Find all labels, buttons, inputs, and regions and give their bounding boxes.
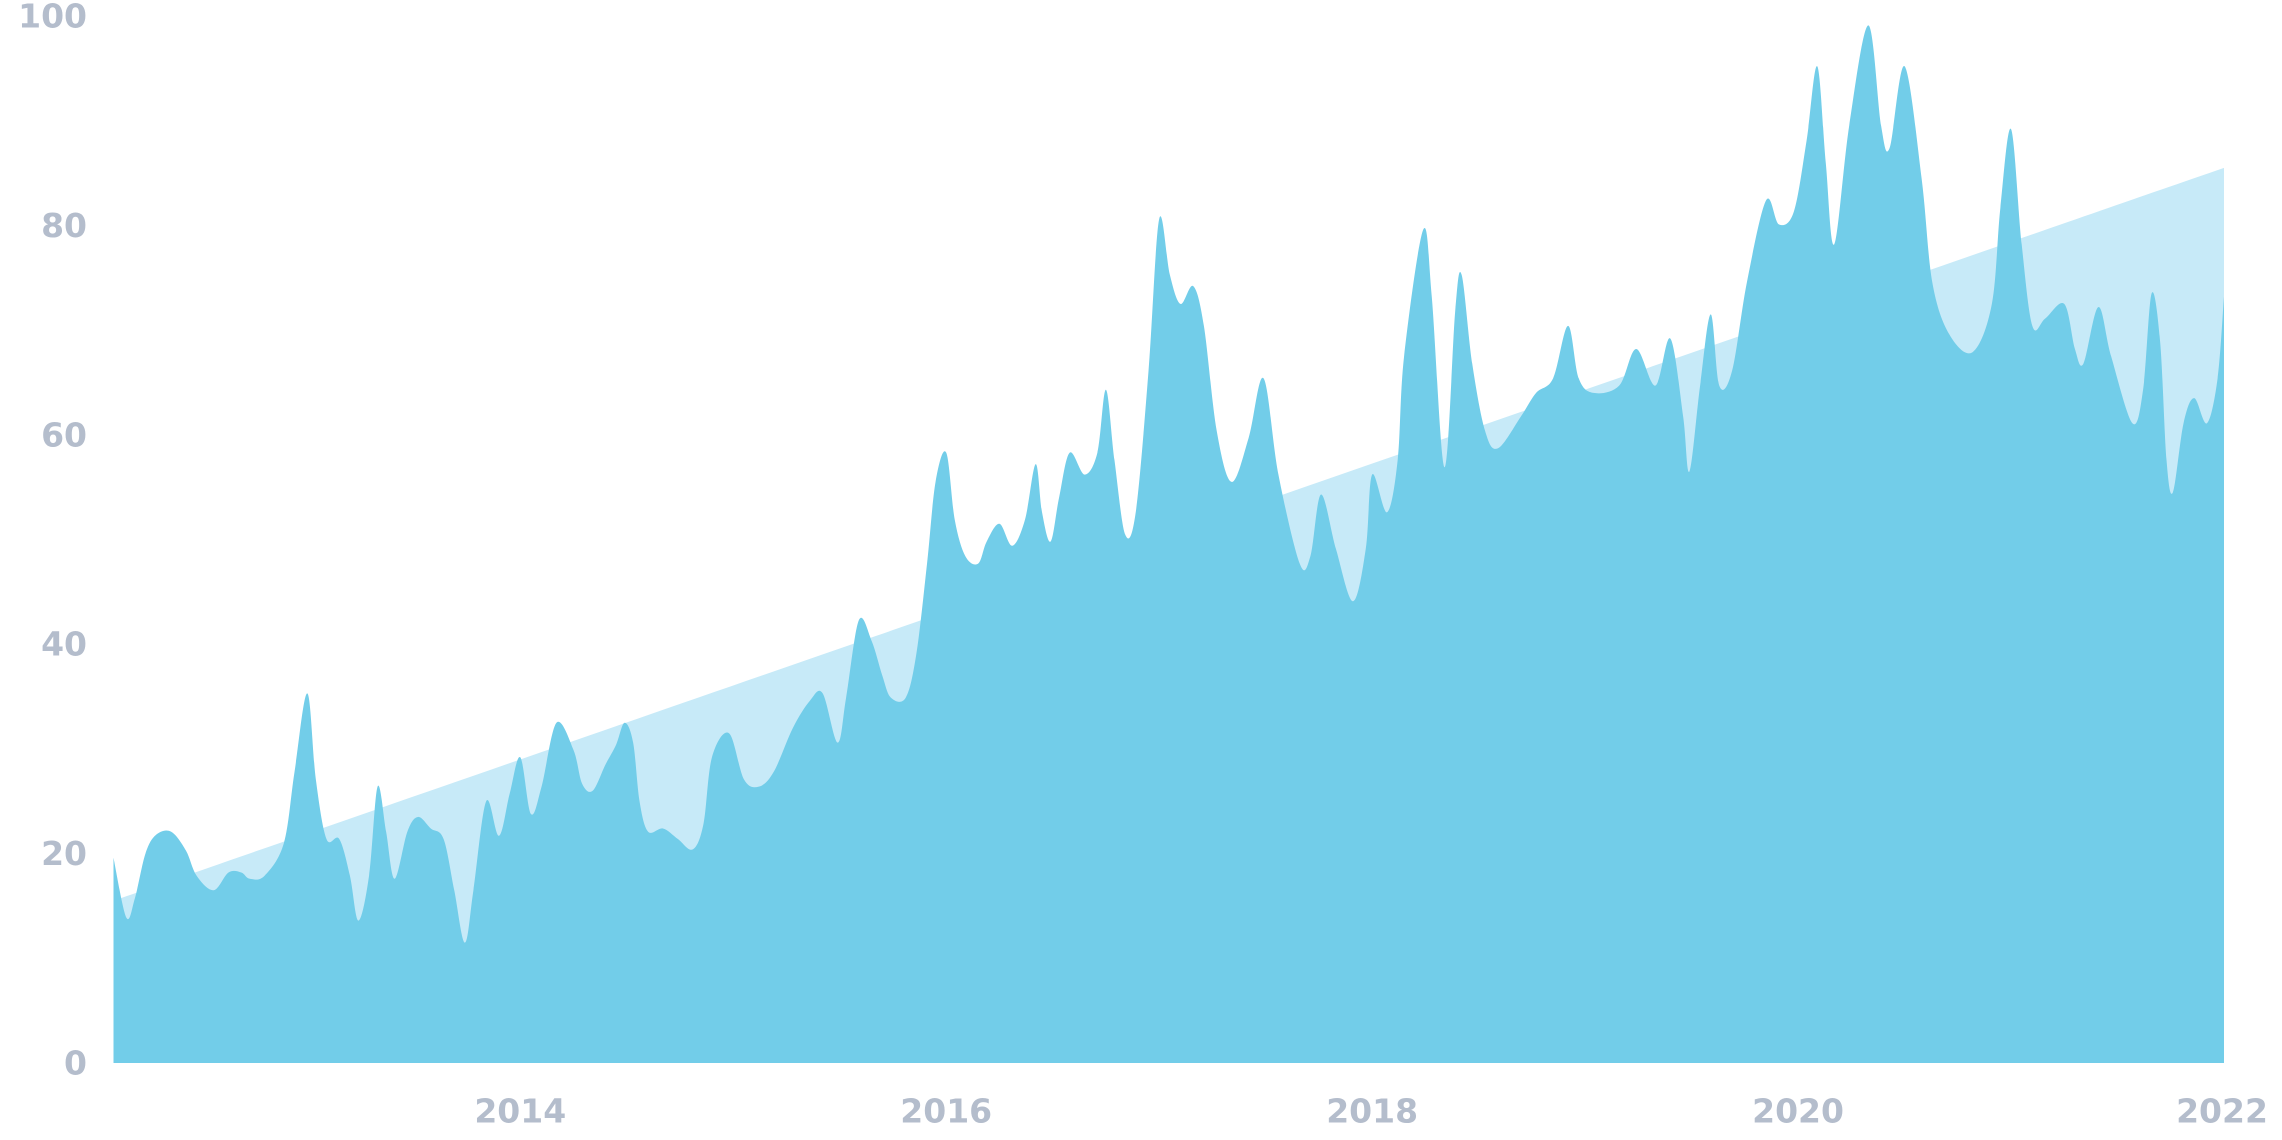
y-tick-label: 60	[41, 415, 87, 454]
y-tick-label: 100	[18, 0, 87, 36]
y-tick-label: 80	[41, 206, 87, 245]
area	[113, 25, 2224, 1064]
y-tick-label: 40	[41, 625, 87, 664]
x-tick-label: 2020	[1752, 1092, 1844, 1131]
x-tick-label: 2014	[474, 1092, 566, 1131]
x-tick-label: 2022	[2176, 1092, 2268, 1131]
x-tick-label: 2016	[900, 1092, 992, 1131]
y-tick-label: 0	[64, 1044, 87, 1083]
x-tick-label: 2018	[1326, 1092, 1418, 1131]
y-tick-label: 20	[41, 834, 87, 873]
